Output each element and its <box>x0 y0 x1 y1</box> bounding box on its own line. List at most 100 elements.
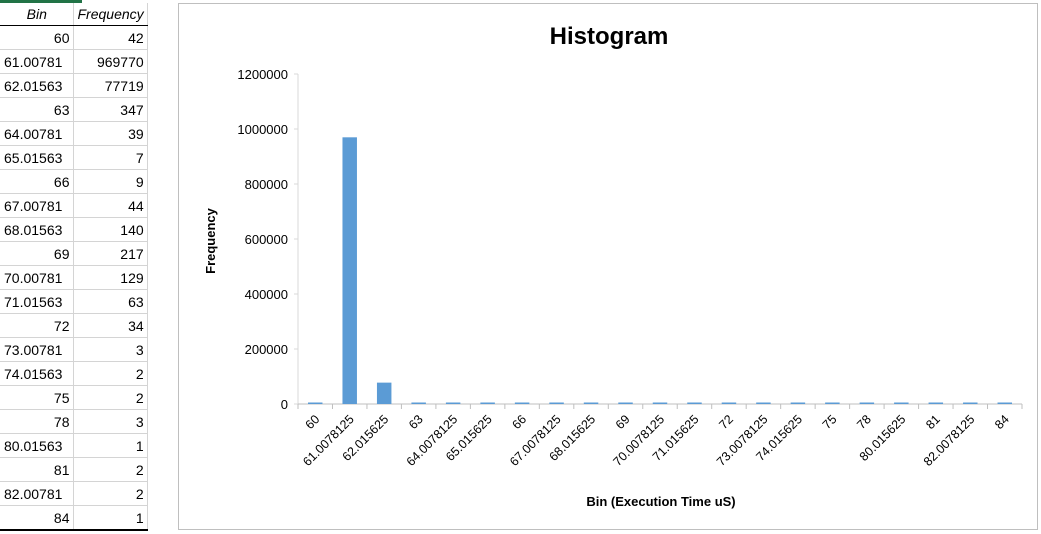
frequency-cell[interactable]: 2 <box>73 361 148 386</box>
frequency-cell[interactable]: 3 <box>73 409 148 434</box>
bin-cell[interactable]: 78 <box>0 409 74 434</box>
frequency-cell[interactable]: 44 <box>73 193 148 218</box>
bin-cell[interactable]: 62.01563 <box>0 73 74 98</box>
histogram-bar[interactable] <box>790 402 806 405</box>
bin-cell[interactable]: 73.00781 <box>0 337 74 362</box>
bin-cell[interactable]: 63 <box>0 97 74 122</box>
frequency-cell[interactable]: 2 <box>73 457 148 482</box>
bin-cell[interactable]: 71.01563 <box>0 289 74 314</box>
frequency-cell[interactable]: 347 <box>73 97 148 122</box>
frequency-cell[interactable]: 77719 <box>73 73 148 98</box>
table-row: 66 9 <box>0 169 148 194</box>
table-row: 73.00781 3 <box>0 337 148 362</box>
histogram-bar[interactable] <box>963 402 978 405</box>
header-frequency[interactable]: Frequency <box>73 3 148 26</box>
x-tick-label: 66 <box>509 412 529 432</box>
histogram-bar[interactable] <box>514 402 530 405</box>
bin-cell[interactable]: 74.01563 <box>0 361 74 386</box>
y-tick-label: 1200000 <box>237 67 288 82</box>
histogram-bar[interactable] <box>859 402 875 405</box>
chart-title: Histogram <box>550 23 669 50</box>
bin-cell[interactable]: 64.00781 <box>0 121 74 146</box>
frequency-cell[interactable]: 2 <box>73 481 148 506</box>
histogram-bar[interactable] <box>928 402 944 405</box>
x-tick-label: 78 <box>854 412 874 432</box>
x-tick-label: 72 <box>716 412 736 432</box>
histogram-bar[interactable] <box>411 402 426 405</box>
table-row: 82.00781 2 <box>0 481 148 506</box>
frequency-cell[interactable]: 2 <box>73 385 148 410</box>
y-tick-label: 0 <box>281 397 288 412</box>
chart-area[interactable]: Histogram Frequency Bin (Execution Time … <box>178 3 1038 530</box>
table-row: 67.00781 44 <box>0 193 148 218</box>
histogram-bar[interactable] <box>342 137 357 405</box>
histogram-bar[interactable] <box>583 402 599 405</box>
x-tick-label: 69 <box>613 412 633 432</box>
histogram-bar[interactable] <box>721 402 737 405</box>
histogram-bar[interactable] <box>480 402 495 405</box>
histogram-bar[interactable] <box>307 402 323 405</box>
x-tick-label: 60 <box>303 412 323 432</box>
bin-cell[interactable]: 75 <box>0 385 74 410</box>
bin-cell[interactable]: 70.00781 <box>0 265 74 290</box>
frequency-cell[interactable]: 1 <box>73 433 148 458</box>
y-tick-label: 1000000 <box>237 122 288 137</box>
bin-cell[interactable]: 61.00781 <box>0 49 74 74</box>
frequency-cell[interactable]: 63 <box>73 289 148 314</box>
table-row: 60 42 <box>0 25 148 50</box>
frequency-cell[interactable]: 39 <box>73 121 148 146</box>
x-axis-label: Bin (Execution Time uS) <box>586 494 735 509</box>
table-row: 72 34 <box>0 313 148 338</box>
y-tick-label: 400000 <box>245 287 288 302</box>
table-row: 68.01563 140 <box>0 217 148 242</box>
histogram-bar[interactable] <box>997 402 1013 405</box>
bin-cell[interactable]: 69 <box>0 241 74 266</box>
header-bin[interactable]: Bin <box>0 3 74 26</box>
x-tick-label: 81 <box>923 412 943 432</box>
y-tick-label: 200000 <box>245 342 288 357</box>
frequency-cell[interactable]: 42 <box>73 25 148 50</box>
y-axis-label: Frequency <box>203 207 218 274</box>
bin-cell[interactable]: 82.00781 <box>0 481 74 506</box>
bin-cell[interactable]: 81 <box>0 457 74 482</box>
bin-cell[interactable]: 67.00781 <box>0 193 74 218</box>
bin-cell[interactable]: 60 <box>0 25 74 50</box>
bin-cell[interactable]: 68.01563 <box>0 217 74 242</box>
histogram-bar[interactable] <box>894 402 909 405</box>
table-row: 71.01563 63 <box>0 289 148 314</box>
frequency-cell[interactable]: 140 <box>73 217 148 242</box>
frequency-cell[interactable]: 3 <box>73 337 148 362</box>
frequency-cell[interactable]: 217 <box>73 241 148 266</box>
table-row: 84 1 <box>0 505 148 531</box>
data-table: Bin Frequency 60 42 61.00781 969770 62.01563 77… <box>0 3 148 531</box>
histogram-bar[interactable] <box>376 382 392 404</box>
frequency-cell[interactable]: 34 <box>73 313 148 338</box>
frequency-cell[interactable]: 1 <box>73 505 148 531</box>
histogram-bar[interactable] <box>549 402 564 405</box>
frequency-cell[interactable]: 129 <box>73 265 148 290</box>
frequency-cell[interactable]: 969770 <box>73 49 148 74</box>
frequency-cell[interactable]: 9 <box>73 169 148 194</box>
table-row: 74.01563 2 <box>0 361 148 386</box>
x-tick-label: 84 <box>992 412 1012 432</box>
histogram-bar[interactable] <box>756 402 771 405</box>
bin-cell[interactable]: 72 <box>0 313 74 338</box>
table-row: 63 347 <box>0 97 148 122</box>
table-row: 75 2 <box>0 385 148 410</box>
table-row: 64.00781 39 <box>0 121 148 146</box>
bin-cell[interactable]: 66 <box>0 169 74 194</box>
bin-cell[interactable]: 84 <box>0 505 74 531</box>
bin-cell[interactable]: 80.01563 <box>0 433 74 458</box>
table-row: 78 3 <box>0 409 148 434</box>
table-row: 61.00781 969770 <box>0 49 148 74</box>
bin-cell[interactable]: 65.01563 <box>0 145 74 170</box>
histogram-bar[interactable] <box>652 402 668 405</box>
x-tick-label: 63 <box>406 412 426 432</box>
table-row: 65.01563 7 <box>0 145 148 170</box>
histogram-bar[interactable] <box>618 402 633 405</box>
histogram-bar[interactable] <box>825 402 840 405</box>
y-tick-label: 800000 <box>245 177 288 192</box>
frequency-cell[interactable]: 7 <box>73 145 148 170</box>
histogram-bar[interactable] <box>445 402 461 405</box>
histogram-bar[interactable] <box>687 402 702 405</box>
